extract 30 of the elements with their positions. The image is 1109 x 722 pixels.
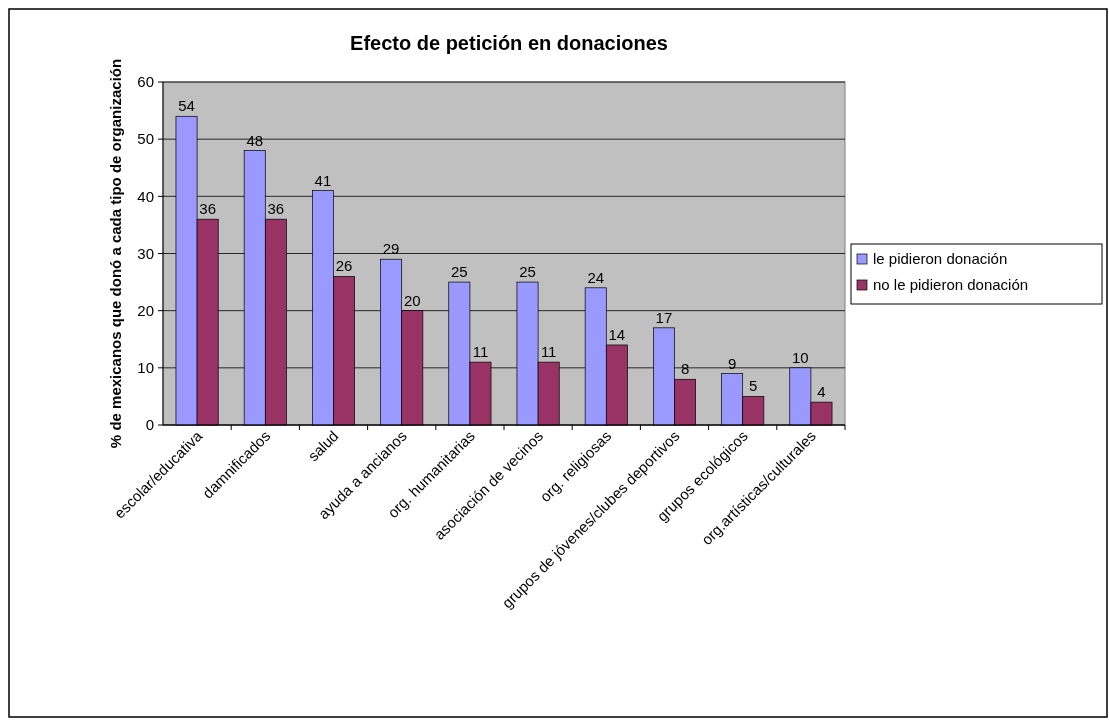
data-label: 8: [680, 360, 690, 378]
data-label: 10: [791, 348, 809, 366]
data-label: 25: [450, 263, 468, 281]
data-label: 9: [727, 354, 737, 372]
data-label: 5: [749, 377, 758, 395]
data-label: 29: [382, 240, 400, 258]
y-tick-label: 0: [145, 416, 154, 434]
data-label: 48: [246, 131, 264, 149]
data-label: 24: [587, 268, 605, 286]
y-tick-label: 20: [137, 301, 154, 319]
data-label: 11: [540, 343, 557, 361]
legend-label: no le pidieron donación: [873, 276, 1029, 294]
data-label: 54: [178, 97, 195, 115]
data-label: 20: [403, 291, 421, 309]
data-label: 41: [314, 171, 332, 189]
chart-title: Efecto de petición en donaciones: [350, 32, 668, 54]
y-tick-label: 40: [137, 187, 154, 205]
data-label: 36: [199, 200, 217, 218]
data-label: 11: [472, 343, 489, 361]
y-tick-label: 60: [137, 73, 154, 91]
data-label: 26: [335, 257, 353, 275]
data-label: 17: [655, 308, 673, 326]
y-tick-label: 50: [137, 130, 154, 148]
data-label: 25: [519, 263, 536, 281]
data-label: 4: [817, 383, 826, 401]
data-label: 14: [608, 325, 626, 343]
data-label: 36: [267, 200, 285, 218]
legend-label: le pidieron donación: [873, 250, 1008, 268]
y-tick-label: 10: [137, 359, 154, 377]
y-tick-label: 30: [137, 244, 154, 262]
